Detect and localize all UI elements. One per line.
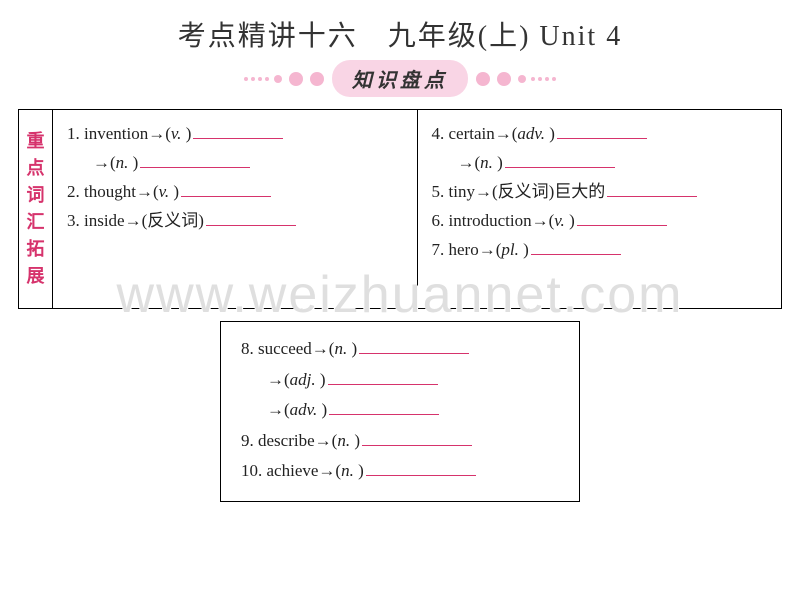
page-title: 考点精讲十六 九年级(上) Unit 4 <box>0 0 800 54</box>
item-num: 10. <box>241 461 267 480</box>
item-word: thought→( <box>84 182 159 201</box>
item-close: ) <box>354 461 364 480</box>
item-num: 2. <box>67 182 84 201</box>
item-open: →( <box>93 153 116 172</box>
item-word: tiny→(反义词)巨大的 <box>449 182 606 201</box>
item-close: ) <box>565 211 575 230</box>
item-word: invention→( <box>84 124 171 143</box>
item-pos: n. <box>334 339 347 358</box>
item-num: 9. <box>241 431 258 450</box>
blank-line <box>181 181 271 197</box>
item-close: ) <box>181 124 191 143</box>
item-8b: →(adj. ) <box>267 365 559 396</box>
item-open: →( <box>458 153 481 172</box>
item-num: 6. <box>432 211 449 230</box>
item-10: 10. achieve→(n. ) <box>241 456 559 487</box>
item-close: ) <box>169 182 179 201</box>
blank-line <box>206 210 296 226</box>
side-char: 汇 <box>27 209 45 236</box>
item-pos: n. <box>337 431 350 450</box>
item-num: 1. <box>67 124 84 143</box>
blank-line <box>362 430 472 446</box>
item-8c: →(adv. ) <box>267 395 559 426</box>
item-2: 2. thought→(v. ) <box>67 178 403 207</box>
item-word: inside→(反义词) <box>84 211 204 230</box>
item-num: 4. <box>432 124 449 143</box>
item-close: ) <box>317 400 327 419</box>
item-5: 5. tiny→(反义词)巨大的 <box>432 178 768 207</box>
item-pos: v. <box>554 211 565 230</box>
dots-left <box>244 72 326 86</box>
item-num: 7. <box>432 240 449 259</box>
item-num: 8. <box>241 339 258 358</box>
item-word: succeed→( <box>258 339 334 358</box>
vocab-box-bottom: 8. succeed→(n. ) →(adj. ) →(adv. ) 9. de… <box>220 321 580 502</box>
side-char: 点 <box>27 155 45 182</box>
blank-line <box>359 338 469 354</box>
item-word: introduction→( <box>449 211 555 230</box>
item-word: achieve→( <box>267 461 342 480</box>
item-pos: n. <box>341 461 354 480</box>
subtitle-row: 知识盘点 <box>0 60 800 97</box>
blank-line <box>193 123 283 139</box>
item-close: ) <box>316 370 326 389</box>
blank-line <box>140 152 250 168</box>
blank-line <box>577 210 667 226</box>
blank-line <box>557 123 647 139</box>
right-column: 4. certain→(adv. ) →(n. ) 5. tiny→(反义词)巨… <box>418 110 782 308</box>
item-9: 9. describe→(n. ) <box>241 426 559 457</box>
blank-line <box>531 238 621 254</box>
item-pos: n. <box>116 153 129 172</box>
side-label: 重 点 词 汇 拓 展 <box>19 110 53 308</box>
item-pos: adv. <box>290 400 318 419</box>
item-pos: v. <box>159 182 170 201</box>
item-6: 6. introduction→(v. ) <box>432 207 768 236</box>
item-word: hero→( <box>449 240 502 259</box>
blank-line <box>505 152 615 168</box>
item-4b: →(n. ) <box>458 149 768 178</box>
item-open: →( <box>267 400 290 419</box>
item-8: 8. succeed→(n. ) <box>241 334 559 365</box>
blank-line <box>329 399 439 415</box>
subtitle-pill: 知识盘点 <box>332 60 468 97</box>
item-close: ) <box>519 240 529 259</box>
item-pos: adv. <box>517 124 545 143</box>
item-word: certain→( <box>449 124 518 143</box>
dots-right <box>474 72 556 86</box>
item-close: ) <box>493 153 503 172</box>
side-char: 重 <box>27 128 45 155</box>
item-word: describe→( <box>258 431 337 450</box>
item-3: 3. inside→(反义词) <box>67 207 403 236</box>
vocab-box-top: 重 点 词 汇 拓 展 1. invention→(v. ) →(n. ) 2.… <box>18 109 782 309</box>
item-close: ) <box>128 153 138 172</box>
blank-line <box>328 368 438 384</box>
item-pos: v. <box>171 124 182 143</box>
item-pos: adj. <box>290 370 316 389</box>
side-char: 拓 <box>27 236 45 263</box>
item-num: 5. <box>432 182 449 201</box>
item-7: 7. hero→(pl. ) <box>432 236 768 265</box>
left-column: 1. invention→(v. ) →(n. ) 2. thought→(v.… <box>53 110 418 308</box>
item-pos: pl. <box>501 240 518 259</box>
item-pos: n. <box>480 153 493 172</box>
item-close: ) <box>545 124 555 143</box>
item-num: 3. <box>67 211 84 230</box>
blank-line <box>366 460 476 476</box>
item-close: ) <box>350 431 360 450</box>
side-char: 展 <box>27 263 45 290</box>
side-char: 词 <box>27 182 45 209</box>
item-1: 1. invention→(v. ) <box>67 120 403 149</box>
item-open: →( <box>267 370 290 389</box>
item-1b: →(n. ) <box>93 149 403 178</box>
item-4: 4. certain→(adv. ) <box>432 120 768 149</box>
item-close: ) <box>347 339 357 358</box>
blank-line <box>607 181 697 197</box>
